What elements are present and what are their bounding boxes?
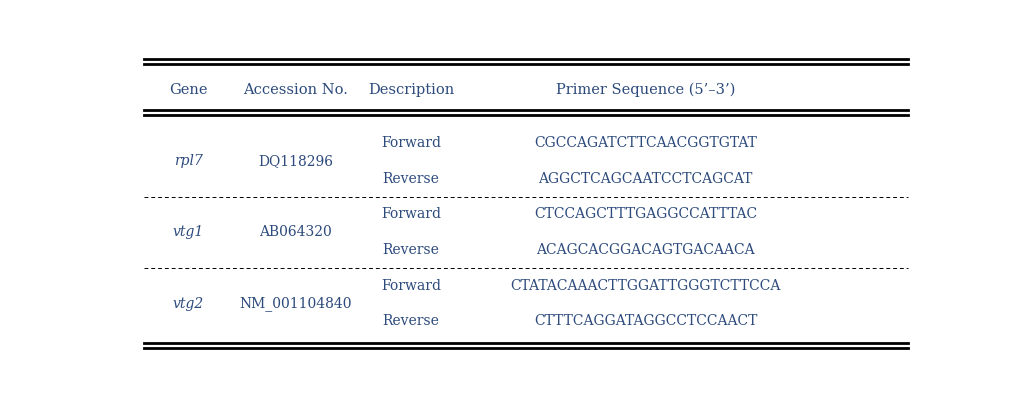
Text: DQ118296: DQ118296: [258, 154, 333, 168]
Text: Reverse: Reverse: [382, 243, 440, 257]
Text: Forward: Forward: [381, 136, 441, 150]
Text: ACAGCACGGACAGTGACAACA: ACAGCACGGACAGTGACAACA: [536, 243, 755, 257]
Text: CTATACAAACTTGGATTGGGTCTTCCA: CTATACAAACTTGGATTGGGTCTTCCA: [510, 279, 781, 293]
Text: CTTTCAGGATAGGCCTCCAACT: CTTTCAGGATAGGCCTCCAACT: [534, 314, 758, 328]
Text: Reverse: Reverse: [382, 314, 440, 328]
Text: AB064320: AB064320: [259, 225, 332, 239]
Text: Reverse: Reverse: [382, 172, 440, 186]
Text: Forward: Forward: [381, 279, 441, 293]
Text: Forward: Forward: [381, 208, 441, 221]
Text: Gene: Gene: [168, 83, 207, 97]
Text: AGGCTCAGCAATCCTCAGCAT: AGGCTCAGCAATCCTCAGCAT: [538, 172, 753, 186]
Text: Accession No.: Accession No.: [243, 83, 348, 97]
Text: rpl7: rpl7: [174, 154, 202, 168]
Text: CGCCAGATCTTCAACGGTGTAT: CGCCAGATCTTCAACGGTGTAT: [534, 136, 757, 150]
Text: vtg2: vtg2: [173, 297, 203, 311]
Text: CTCCAGCTTTGAGGCCATTTAC: CTCCAGCTTTGAGGCCATTTAC: [534, 208, 757, 221]
Text: vtg1: vtg1: [173, 225, 203, 239]
Text: NM_001104840: NM_001104840: [239, 296, 352, 311]
Text: Description: Description: [368, 83, 454, 97]
Text: Primer Sequence (5’–3’): Primer Sequence (5’–3’): [556, 83, 735, 98]
